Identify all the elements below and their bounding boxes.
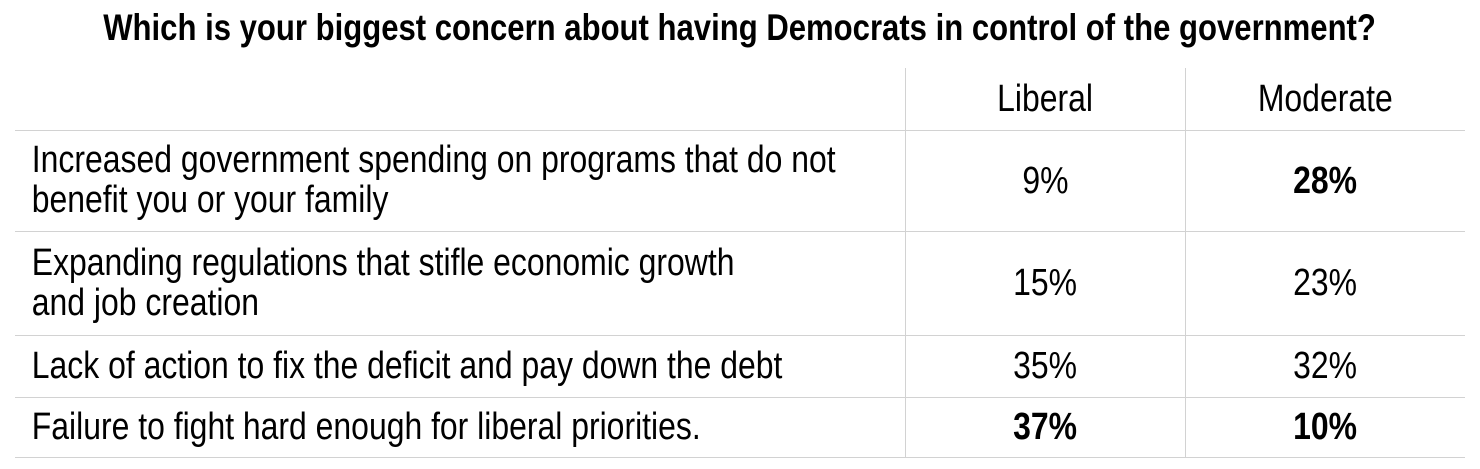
header-empty-cell xyxy=(15,68,905,131)
moderate-value-cell: 23% xyxy=(1184,231,1465,336)
column-header-liberal: Liberal xyxy=(904,68,1185,131)
liberal-value-cell: 37% xyxy=(904,397,1185,458)
liberal-value-cell: 9% xyxy=(904,130,1185,232)
row-label: Expanding regulations that stifle econom… xyxy=(15,231,905,336)
row-label: Lack of action to fix the deficit and pa… xyxy=(15,335,905,398)
moderate-value-cell: 10% xyxy=(1184,397,1465,458)
table-row: Lack of action to fix the deficit and pa… xyxy=(15,335,1465,398)
row-label: Increased government spending on program… xyxy=(15,130,905,232)
row-label: Failure to fight hard enough for liberal… xyxy=(15,397,905,458)
moderate-value-cell: 28% xyxy=(1184,130,1465,232)
table-row: Expanding regulations that stifle econom… xyxy=(15,231,1465,336)
column-header-moderate: Moderate xyxy=(1184,68,1465,131)
header-row: Liberal Moderate xyxy=(15,68,1465,131)
poll-table: Liberal Moderate Increased government sp… xyxy=(15,68,1465,458)
table-row: Increased government spending on program… xyxy=(15,130,1465,232)
liberal-value-cell: 15% xyxy=(904,231,1185,336)
moderate-value-cell: 32% xyxy=(1184,335,1465,398)
page-title: Which is your biggest concern about havi… xyxy=(103,6,1377,48)
title-row: Which is your biggest concern about havi… xyxy=(0,0,1480,55)
table-row: Failure to fight hard enough for liberal… xyxy=(15,397,1465,458)
liberal-value-cell: 35% xyxy=(904,335,1185,398)
